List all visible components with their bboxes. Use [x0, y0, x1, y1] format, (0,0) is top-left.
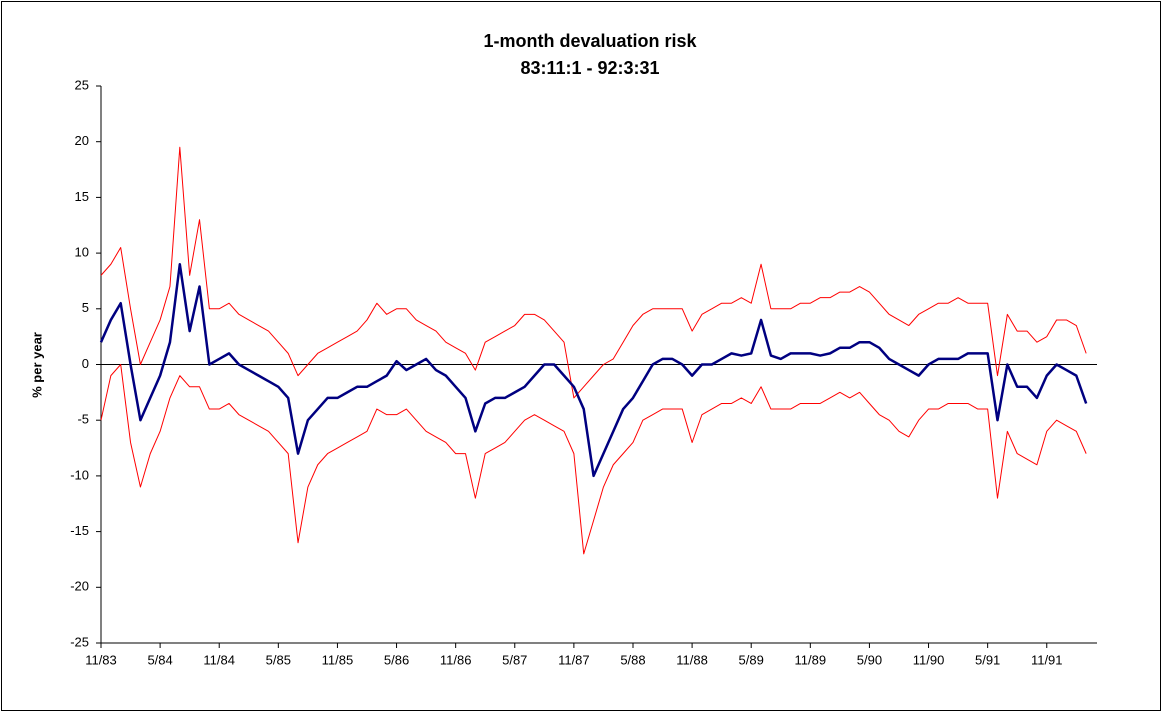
series-line [100, 146, 1087, 399]
x-tick-label: 5/91 [975, 652, 1000, 667]
x-tick-label: 5/87 [502, 652, 527, 667]
x-tick-label: 5/90 [857, 652, 882, 667]
y-tick-label: 5 [82, 300, 89, 315]
x-tick-label: 11/83 [85, 652, 117, 667]
x-tick-label: 11/88 [676, 652, 708, 667]
x-tick-label: 5/86 [384, 652, 409, 667]
y-tick-label: -25 [70, 634, 89, 649]
x-tick-label: 11/90 [913, 652, 945, 667]
x-tick-label: 11/84 [203, 652, 235, 667]
x-tick-label: 11/89 [795, 652, 827, 667]
y-tick-label: 20 [75, 133, 89, 148]
x-tick-label: 11/85 [322, 652, 354, 667]
y-tick-label: -5 [77, 412, 89, 427]
series-line [99, 262, 1088, 478]
chart-subtitle: 83:11:1 - 92:3:31 [520, 58, 659, 78]
x-tick-label: 5/84 [147, 652, 172, 667]
x-tick-label: 5/88 [620, 652, 645, 667]
y-tick-label: 10 [75, 245, 89, 260]
series-line [100, 364, 1087, 555]
y-tick-label: 0 [82, 356, 89, 371]
y-axis-label: % per year [29, 332, 44, 398]
y-tick-label: -15 [70, 523, 89, 538]
x-tick-label: 11/91 [1031, 652, 1063, 667]
x-tick-label: 5/85 [266, 652, 291, 667]
x-tick-label: 5/89 [739, 652, 764, 667]
chart-title: 1-month devaluation risk [483, 31, 697, 51]
y-tick-label: 25 [75, 77, 89, 92]
y-tick-label: 15 [75, 189, 89, 204]
y-tick-label: -10 [70, 467, 89, 482]
y-tick-label: -20 [70, 579, 89, 594]
x-tick-label: 11/87 [558, 652, 590, 667]
x-tick-label: 11/86 [440, 652, 472, 667]
